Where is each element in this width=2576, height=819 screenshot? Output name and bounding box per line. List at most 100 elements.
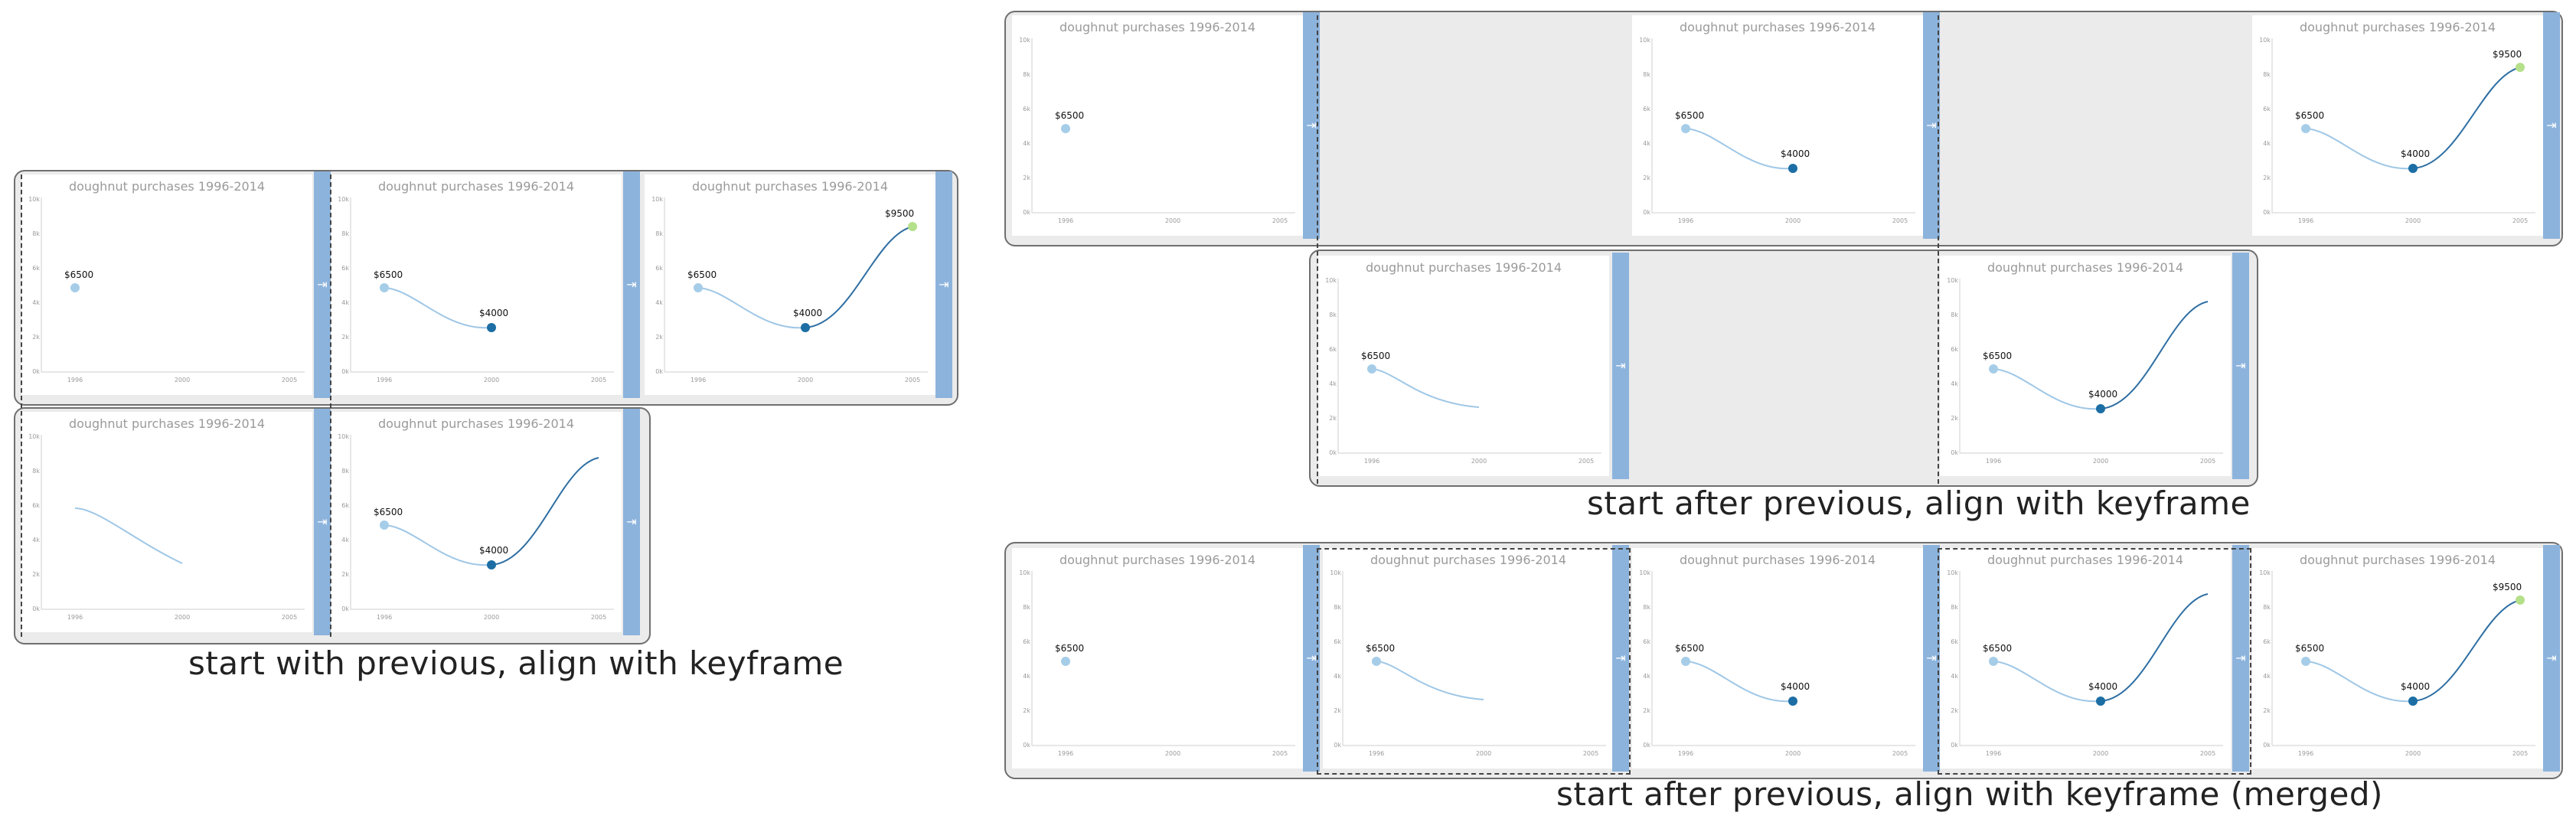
series-line-segment-2 xyxy=(2101,302,2208,409)
data-point-2000 xyxy=(2096,404,2105,413)
chart-plot xyxy=(1012,548,1303,768)
chart-plot xyxy=(1632,15,1923,236)
data-point-2000 xyxy=(487,323,496,332)
merged-box-1 xyxy=(1317,548,1631,775)
data-point-1996 xyxy=(1681,657,1690,666)
keyframe-bar[interactable]: ⇥ xyxy=(623,409,640,635)
chart-card: doughnut purchases 1996-2014 10k 8k 6k 4k 2k 0… xyxy=(21,412,312,632)
axis-line xyxy=(351,197,614,372)
series-line-segment-2 xyxy=(2413,600,2520,701)
chart-card: doughnut purchases 1996-2014 10k 8k 6k 4k 2k 0… xyxy=(1012,15,1303,236)
chart-card: doughnut purchases 1996-2014 10k 8k 6k 4k 2k 0… xyxy=(21,175,312,395)
data-point-2000 xyxy=(2408,697,2418,706)
axis-line xyxy=(2272,571,2535,746)
data-point-2014 xyxy=(2516,595,2525,605)
chart-card: doughnut purchases 1996-2014 10k 8k 6k 4k 2k 0… xyxy=(1012,548,1303,768)
chart-plot xyxy=(2252,15,2543,236)
data-point-1996 xyxy=(1061,124,1070,133)
series-line-segment-1 xyxy=(698,288,805,328)
data-point-2000 xyxy=(801,323,810,332)
data-point-2000 xyxy=(2408,164,2418,173)
data-point-1996 xyxy=(1681,124,1690,133)
caption-right-bottom: start after previous, align with keyfram… xyxy=(1556,775,2383,813)
data-point-1996 xyxy=(694,283,703,292)
series-line-segment-2 xyxy=(805,227,913,328)
series-line-segment-1 xyxy=(384,525,491,565)
series-line-segment-1 xyxy=(75,508,182,563)
series-line-segment-1 xyxy=(2306,129,2413,168)
chart-plot xyxy=(21,412,312,632)
keyframe-bar[interactable]: ⇥ xyxy=(623,171,640,398)
data-point-1996 xyxy=(2301,124,2310,133)
data-point-1996 xyxy=(1989,364,1998,374)
data-point-1996 xyxy=(1367,364,1376,374)
series-line-segment-1 xyxy=(1686,661,1793,701)
series-line-segment-2 xyxy=(491,458,599,565)
series-line-segment-1 xyxy=(1372,369,1479,407)
keyframe-bar[interactable]: ⇥ xyxy=(935,171,952,398)
chart-plot xyxy=(1012,15,1303,236)
chart-card: doughnut purchases 1996-2014 10k 8k 6k 4k 2k 0… xyxy=(2252,15,2543,236)
chart-card: doughnut purchases 1996-2014 10k 8k 6k 4k 2k 0… xyxy=(1632,15,1923,236)
axis-line xyxy=(1032,38,1295,213)
data-point-1996 xyxy=(70,283,80,292)
keyframe-bar[interactable]: ⇥ xyxy=(2543,545,2560,772)
keyframe-bar[interactable]: ⇥ xyxy=(314,409,331,635)
data-point-1996 xyxy=(1061,657,1070,666)
data-point-2000 xyxy=(1788,697,1797,706)
chart-plot xyxy=(1318,256,1609,476)
axis-line xyxy=(351,435,614,609)
arrow-to-right-icon: ⇥ xyxy=(314,514,331,530)
chart-card: doughnut purchases 1996-2014 10k 8k 6k 4k 2k 0… xyxy=(1940,256,2231,476)
data-point-2014 xyxy=(908,222,917,231)
axis-line xyxy=(664,197,928,372)
series-line-segment-1 xyxy=(1993,369,2101,409)
arrow-to-right-icon: ⇥ xyxy=(2232,358,2249,374)
data-point-1996 xyxy=(380,283,389,292)
chart-card: doughnut purchases 1996-2014 10k 8k 6k 4k 2k 0… xyxy=(2252,548,2543,768)
guide-left-2 xyxy=(330,175,331,637)
chart-plot xyxy=(331,412,622,632)
series-line-segment-1 xyxy=(384,288,491,328)
chart-plot xyxy=(645,175,935,395)
data-point-1996 xyxy=(380,520,389,530)
guide-left-1 xyxy=(21,175,22,637)
caption-left: start with previous, align with keyframe xyxy=(188,644,844,682)
chart-card: doughnut purchases 1996-2014 10k 8k 6k 4k 2k 0… xyxy=(331,412,622,632)
axis-line xyxy=(1652,571,1915,746)
axis-line xyxy=(1652,38,1915,213)
chart-card: doughnut purchases 1996-2014 10k 8k 6k 4k 2k 0… xyxy=(1632,548,1923,768)
chart-plot xyxy=(21,175,312,395)
data-point-2000 xyxy=(1788,164,1797,173)
arrow-to-right-icon: ⇥ xyxy=(935,277,952,292)
series-line-segment-2 xyxy=(2413,67,2520,168)
series-line-segment-1 xyxy=(1686,129,1793,168)
chart-card: doughnut purchases 1996-2014 10k 8k 6k 4k 2k 0… xyxy=(1318,256,1609,476)
chart-card: doughnut purchases 1996-2014 10k 8k 6k 4k 2k 0… xyxy=(645,175,935,395)
data-point-2000 xyxy=(487,560,496,569)
chart-plot xyxy=(1632,548,1923,768)
arrow-to-right-icon: ⇥ xyxy=(623,514,640,530)
arrow-to-right-icon: ⇥ xyxy=(2543,651,2560,666)
data-point-1996 xyxy=(2301,657,2310,666)
axis-line xyxy=(41,435,305,609)
caption-right-top: start after previous, align with keyfram… xyxy=(1587,485,2251,522)
axis-line xyxy=(41,197,305,372)
arrow-to-right-icon: ⇥ xyxy=(2543,118,2560,133)
axis-line xyxy=(1032,571,1295,746)
keyframe-bar[interactable]: ⇥ xyxy=(314,171,331,398)
guide-right-2 xyxy=(1938,15,1939,484)
axis-line xyxy=(2272,38,2535,213)
arrow-to-right-icon: ⇥ xyxy=(314,277,331,292)
chart-plot xyxy=(2252,548,2543,768)
series-line-segment-1 xyxy=(2306,661,2413,701)
merged-box-2 xyxy=(1938,548,2251,775)
chart-plot xyxy=(331,175,622,395)
keyframe-bar[interactable]: ⇥ xyxy=(1612,253,1629,479)
data-point-2014 xyxy=(2516,63,2525,72)
guide-right-1 xyxy=(1317,15,1318,484)
keyframe-bar[interactable]: ⇥ xyxy=(2543,12,2560,239)
chart-card: doughnut purchases 1996-2014 10k 8k 6k 4k 2k 0… xyxy=(331,175,622,395)
axis-line xyxy=(1960,279,2223,453)
keyframe-bar[interactable]: ⇥ xyxy=(2232,253,2249,479)
